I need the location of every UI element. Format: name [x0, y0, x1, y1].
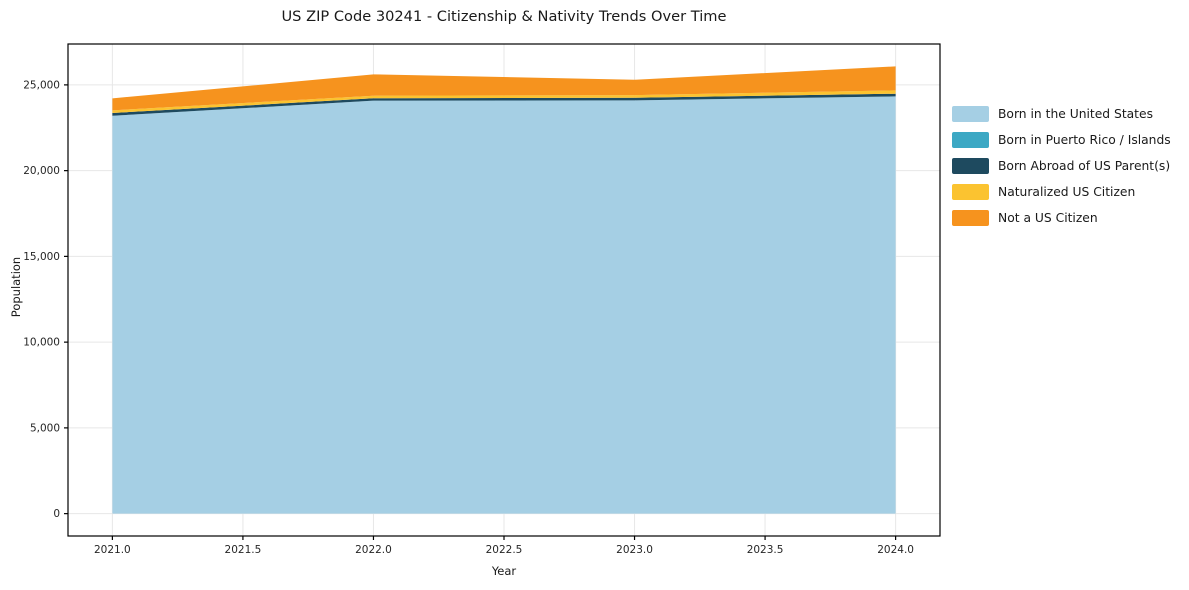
- legend-label-naturalized: Naturalized US Citizen: [998, 185, 1136, 199]
- legend-swatch-born-us: [952, 106, 989, 122]
- legend-swatch-born-abroad: [952, 158, 989, 174]
- x-tick-label: 2023.5: [747, 544, 784, 556]
- legend-item: Born Abroad of US Parent(s): [952, 158, 1171, 174]
- legend-swatch-not-citizen: [952, 210, 989, 226]
- chart-title: US ZIP Code 30241 - Citizenship & Nativi…: [281, 8, 727, 25]
- legend-item: Born in the United States: [952, 106, 1171, 122]
- legend-item: Not a US Citizen: [952, 210, 1171, 226]
- legend-label-born-pr: Born in Puerto Rico / Islands: [998, 133, 1171, 147]
- area-series-2: [112, 93, 896, 116]
- legend-label-not-citizen: Not a US Citizen: [998, 211, 1098, 225]
- x-tick-label: 2022.5: [486, 544, 523, 556]
- legend-swatch-naturalized: [952, 184, 989, 200]
- legend-item: Born in Puerto Rico / Islands: [952, 132, 1171, 148]
- y-tick-label: 0: [53, 508, 60, 520]
- legend-label-born-us: Born in the United States: [998, 107, 1153, 121]
- x-tick-label: 2021.0: [94, 544, 131, 556]
- y-tick-label: 5,000: [30, 422, 60, 434]
- y-tick-label: 15,000: [23, 251, 60, 263]
- x-tick-label: 2022.0: [355, 544, 392, 556]
- legend-item: Naturalized US Citizen: [952, 184, 1171, 200]
- y-tick-label: 25,000: [23, 79, 60, 91]
- legend: Born in the United States Born in Puerto…: [952, 106, 1171, 236]
- x-axis-label: Year: [491, 564, 517, 578]
- legend-label-born-abroad: Born Abroad of US Parent(s): [998, 159, 1171, 173]
- y-tick-label: 20,000: [23, 165, 60, 177]
- y-tick-label: 10,000: [23, 337, 60, 349]
- x-tick-label: 2023.0: [616, 544, 653, 556]
- x-tick-label: 2021.5: [225, 544, 262, 556]
- legend-swatch-born-pr: [952, 132, 989, 148]
- area-series-3: [112, 90, 896, 114]
- area-series-4: [112, 66, 896, 111]
- x-tick-label: 2024.0: [877, 544, 914, 556]
- area-series-0: [112, 96, 896, 514]
